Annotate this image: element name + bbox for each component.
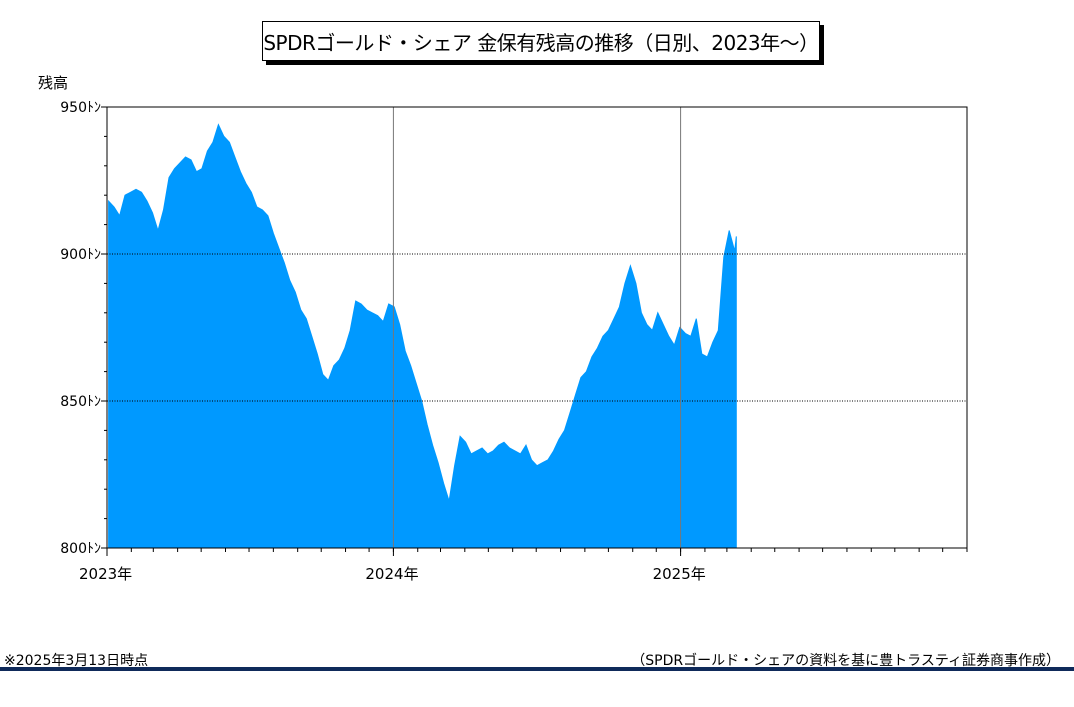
footer-divider — [0, 667, 1074, 671]
y-tick-label: 850ﾄﾝ — [60, 394, 101, 410]
y-tick-label: 950ﾄﾝ — [60, 100, 101, 116]
source-note: （SPDRゴールド・シェアの資料を基に豊トラスティ証券商事作成） — [631, 653, 1060, 669]
gold-holdings-chart: 800ﾄﾝ 850ﾄﾝ 900ﾄﾝ 950ﾄﾝ 2023年 2024年 2025年 — [60, 100, 968, 583]
axis-ticks — [101, 106, 968, 556]
x-tick-label: 2023年 — [79, 565, 132, 583]
x-tick-label: 2024年 — [365, 565, 418, 583]
x-tick-label: 2025年 — [653, 565, 706, 583]
y-tick-label: 800ﾄﾝ — [60, 541, 101, 557]
axis-labels: 800ﾄﾝ 850ﾄﾝ 900ﾄﾝ 950ﾄﾝ 2023年 2024年 2025年 — [60, 100, 706, 583]
y-tick-label: 900ﾄﾝ — [60, 247, 101, 263]
holdings-area — [108, 123, 737, 549]
holdings-area-layer — [108, 123, 737, 549]
chart-title: SPDRゴールド・シェア 金保有残高の推移（日別、2023年～） — [262, 21, 820, 61]
gridlines — [107, 107, 967, 548]
footnote-date: ※2025年3月13日時点 — [4, 653, 149, 669]
plot-frame — [106, 106, 968, 549]
y-axis-label: 残高 — [38, 74, 69, 92]
